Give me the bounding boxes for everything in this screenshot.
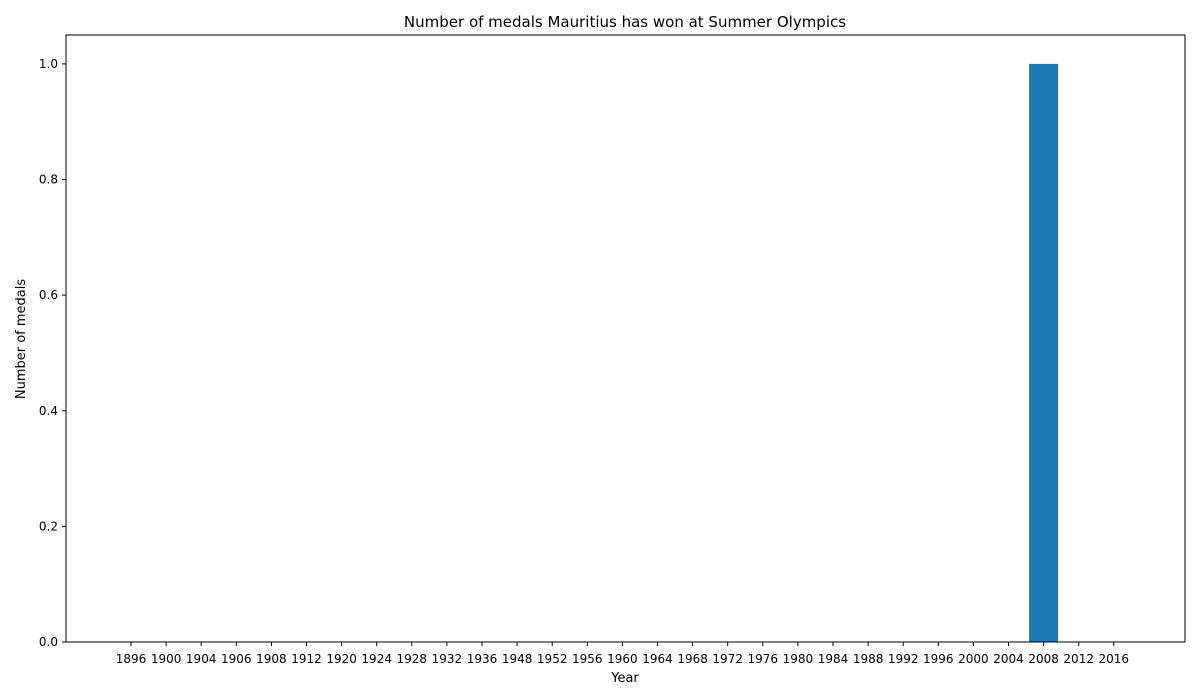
chart-title: Number of medals Mauritius has won at Su… bbox=[404, 13, 846, 31]
y-tick-label: 0.2 bbox=[39, 519, 58, 533]
x-tick-label: 1948 bbox=[502, 652, 533, 666]
x-tick-label: 1984 bbox=[818, 652, 849, 666]
x-tick-label: 2008 bbox=[1028, 652, 1059, 666]
plot-area: 0.0 0.2 0.4 0.6 0.8 1.0 1896 1900 1904 1906 1908 19… bbox=[39, 34, 1186, 666]
x-tick-label: 1936 bbox=[467, 652, 498, 666]
y-tick-label: 0.8 bbox=[39, 173, 58, 187]
x-tick-label: 1960 bbox=[607, 652, 638, 666]
x-tick-label: 1988 bbox=[853, 652, 884, 666]
x-tick-label: 1900 bbox=[151, 652, 182, 666]
axes-frame bbox=[65, 34, 1186, 643]
x-tick-label: 1912 bbox=[291, 652, 322, 666]
x-tick-label: 1976 bbox=[748, 652, 779, 666]
x-axis-label: Year bbox=[610, 671, 639, 686]
x-tick-label: 1964 bbox=[642, 652, 673, 666]
x-tick-label: 1980 bbox=[783, 652, 814, 666]
x-tick-label: 1992 bbox=[888, 652, 919, 666]
x-tick-label: 1904 bbox=[186, 652, 217, 666]
x-tick-label: 1908 bbox=[256, 652, 287, 666]
x-tick-label: 1972 bbox=[712, 652, 743, 666]
x-tick-label: 1924 bbox=[361, 652, 392, 666]
x-tick-label: 1952 bbox=[537, 652, 568, 666]
x-tick-label: 2000 bbox=[958, 652, 989, 666]
x-tick-label: 1956 bbox=[572, 652, 603, 666]
x-tick-label: 1920 bbox=[326, 652, 357, 666]
y-tick-label: 1.0 bbox=[39, 57, 58, 71]
x-tick-label: 1996 bbox=[923, 652, 954, 666]
y-tick-label: 0.4 bbox=[39, 404, 58, 418]
bar-2008 bbox=[1029, 63, 1059, 642]
x-tick-label: 1928 bbox=[397, 652, 428, 666]
x-tick-label: 2004 bbox=[993, 652, 1024, 666]
x-tick-label: 1906 bbox=[221, 652, 252, 666]
y-axis-label: Number of medals bbox=[14, 279, 29, 400]
y-tick-label: 0.0 bbox=[39, 635, 58, 649]
x-tick-label: 1968 bbox=[677, 652, 708, 666]
x-tick-label: 2016 bbox=[1099, 652, 1130, 666]
y-tick-label: 0.6 bbox=[39, 288, 58, 302]
x-tick-label: 2012 bbox=[1063, 652, 1094, 666]
x-tick-label: 1932 bbox=[432, 652, 463, 666]
x-tick-label: 1896 bbox=[116, 652, 147, 666]
